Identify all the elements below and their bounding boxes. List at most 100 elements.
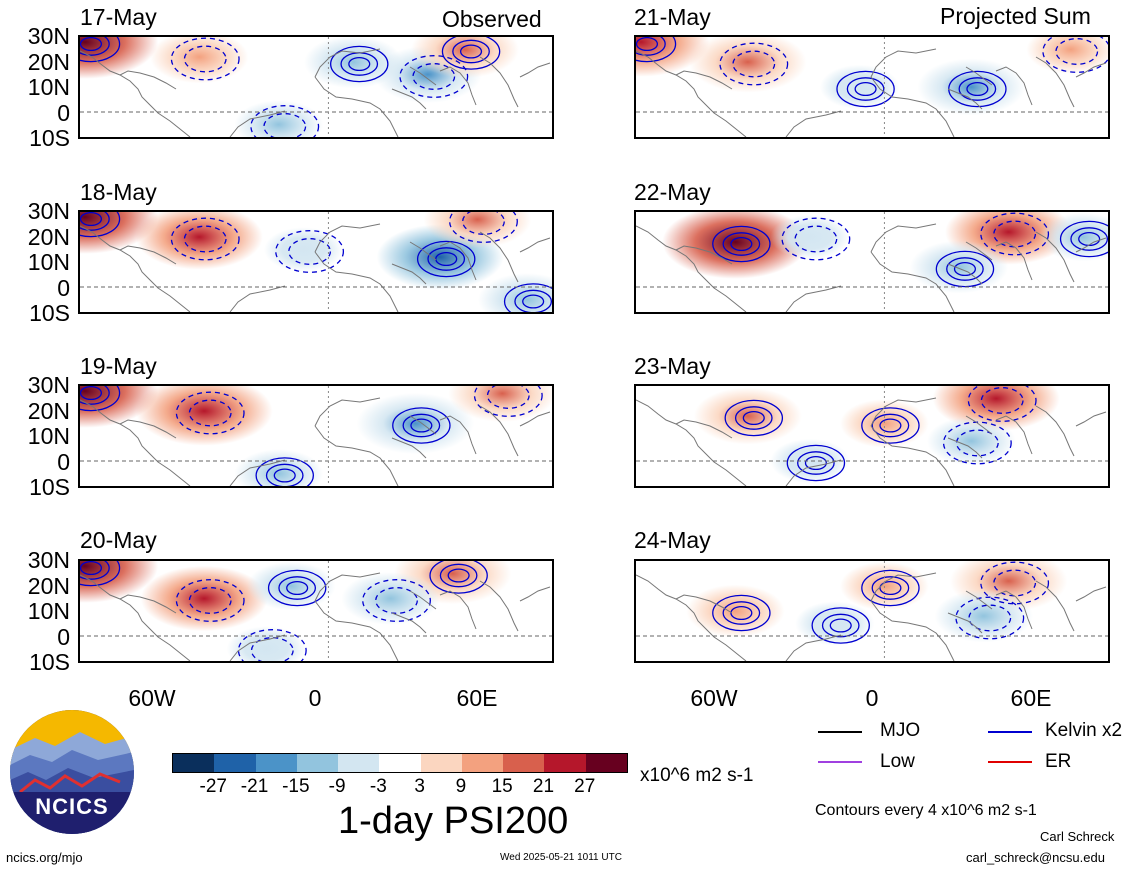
anomaly-blob [135,386,273,446]
coastline [119,419,177,439]
colorbar-tick-label: -21 [240,776,269,797]
kelvin-contour [804,455,827,471]
anomaly-blob [150,37,249,84]
coastline [229,634,286,661]
coastline [439,241,477,281]
kelvin-contour [993,569,1037,597]
kelvin-contour [80,37,121,63]
coastline [1075,586,1107,602]
coastline [1035,231,1075,283]
kelvin-contour [794,225,838,253]
kelvin-contour [732,50,776,78]
map-panel [634,210,1110,314]
kelvin-contour [946,257,984,281]
lat-label: 0 [57,275,70,301]
coastline [314,251,399,312]
coastline [409,415,437,435]
coastline [119,245,177,265]
kelvin-contour [188,587,232,614]
kelvin-contour [514,289,552,312]
kelvin-contour [263,113,307,137]
logo-text: NCICS [35,794,109,819]
kelvin-contour [486,386,530,409]
coastline [870,425,955,486]
kelvin-contour [286,580,309,596]
kelvin-contour [879,580,902,596]
anomaly-blob [477,273,552,312]
kelvin-contour [955,596,1025,640]
kelvin-contour [449,212,518,243]
coastline [409,66,437,86]
kelvin-contour [460,44,483,59]
anomaly-blob [636,37,710,77]
map-panel [78,559,554,663]
coastline [1035,580,1075,632]
anomaly-blob [226,626,306,661]
kelvin-contour [722,232,761,256]
lat-label: 30N [27,23,70,49]
kelvin-contour [175,579,245,622]
kelvin-contour [170,37,240,81]
kelvin-contour [980,212,1050,256]
kelvin-contour [255,457,314,486]
legend-label-kelvin: Kelvin x2 [1045,720,1123,741]
kelvin-contour [267,569,327,607]
kelvin-contour [265,463,304,486]
coastline [409,241,437,261]
colorbar-swatch [214,754,256,772]
kelvin-contour [1070,227,1108,251]
kelvin-contour [980,387,1024,414]
colorbar-tick-label: -15 [282,776,310,797]
kelvin-contour [288,238,332,265]
coastline [391,437,427,459]
timestamp: Wed 2025-05-21 1011 UTC [500,852,622,863]
coastline [675,594,733,614]
lat-label: 10N [27,598,70,624]
coastline [229,110,286,137]
main-title: 1-day PSI200 [338,800,569,842]
coastline [1075,411,1107,427]
anomaly-blob [1026,37,1108,74]
colorbar-swatch [296,754,339,772]
kelvin-contour [980,561,1050,605]
coastline [80,399,191,486]
kelvin-contour [183,225,227,253]
kelvin-contour [861,569,920,607]
colorbar-swatch [255,754,297,772]
coastline [870,397,937,427]
kelvin-contour [712,594,771,632]
map-svg [636,212,1108,312]
anomaly-blob [356,392,475,455]
anomaly-blob [662,212,809,279]
column-title-projected: Projected Sum [940,3,1091,29]
legend-line-low [818,761,862,763]
coastline [675,419,733,439]
colorbar-swatch [503,754,545,772]
colorbar [172,753,628,773]
kelvin-contour [439,563,478,588]
kelvin-contour [80,561,110,580]
map-panel [78,210,554,314]
kelvin-contour [935,250,995,288]
lat-label: 20N [27,224,70,250]
kelvin-contour [452,39,490,64]
colorbar-swatch [585,754,627,772]
panel-date: 22-May [634,179,711,205]
lat-label: 20N [27,573,70,599]
anomaly-blob [423,212,532,248]
lat-label: 0 [57,100,70,126]
colorbar-swatch [420,754,462,772]
coastline [636,225,747,312]
kelvin-contour [871,413,910,438]
coastline [391,612,427,634]
kelvin-contour [183,45,227,73]
coastline [947,437,983,459]
colorbar-swatch [338,754,380,772]
map-panel [634,559,1110,663]
coastline [636,574,747,661]
map-svg [636,386,1108,486]
lat-label: 30N [27,198,70,224]
kelvin-contour [80,386,121,412]
kelvin-contour [250,637,294,661]
colorbar-swatch [173,754,215,772]
